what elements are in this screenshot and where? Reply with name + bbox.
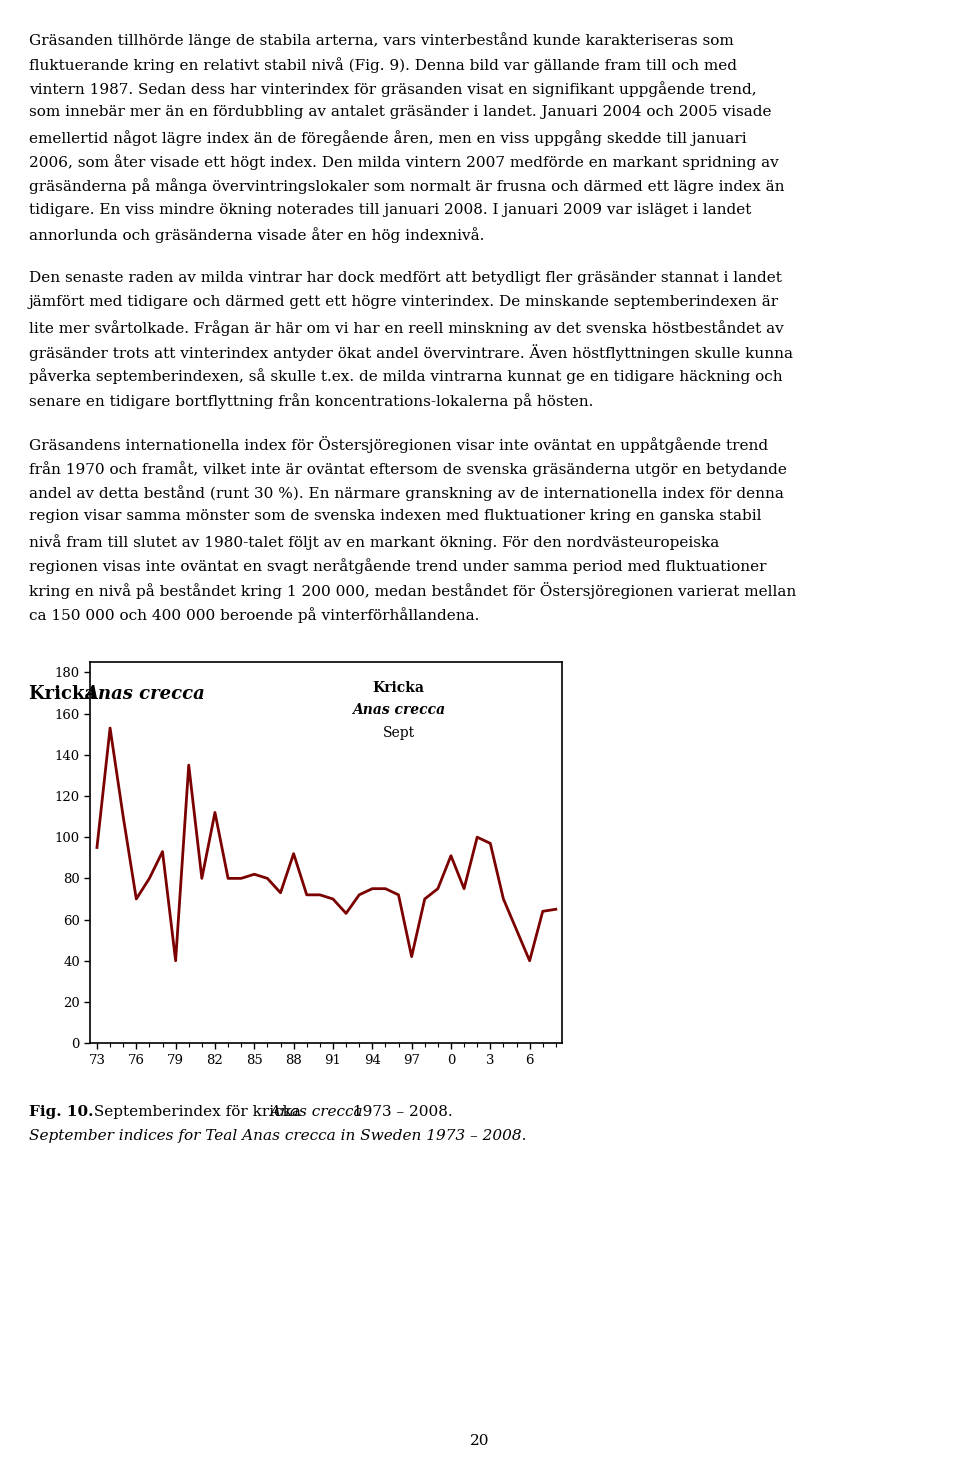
Text: senare en tidigare bortflyttning från koncentrations-lokalerna på hösten.: senare en tidigare bortflyttning från ko… [29,392,593,409]
Text: Kricka: Kricka [372,680,424,695]
Text: ca 150 000 och 400 000 beroende på vinterförhållandena.: ca 150 000 och 400 000 beroende på vinte… [29,606,479,622]
Text: kring en nivå på beståndet kring 1 200 000, medan beståndet för Östersjöregionen: kring en nivå på beståndet kring 1 200 0… [29,583,796,599]
Text: 20: 20 [470,1435,490,1448]
Text: Septemberindex för kricka: Septemberindex för kricka [89,1105,306,1120]
Text: andel av detta bestånd (runt 30 %). En närmare granskning av de internationella : andel av detta bestånd (runt 30 %). En n… [29,485,783,502]
Text: från 1970 och framåt, vilket inte är oväntat eftersom de svenska gräsänderna utg: från 1970 och framåt, vilket inte är ovä… [29,460,786,476]
Text: Gräsandens internationella index för Östersjöregionen visar inte oväntat en uppå: Gräsandens internationella index för Öst… [29,437,768,453]
Text: lite mer svårtolkade. Frågan är här om vi har en reell minskning av det svenska : lite mer svårtolkade. Frågan är här om v… [29,320,783,335]
Text: Kricka: Kricka [29,684,102,702]
Text: Anas crecca: Anas crecca [269,1105,363,1120]
Text: Anas crecca: Anas crecca [84,684,205,702]
Text: som innebär mer än en fördubbling av antalet gräsänder i landet. Januari 2004 oc: som innebär mer än en fördubbling av ant… [29,105,771,119]
Text: fluktuerande kring en relativt stabil nivå (Fig. 9). Denna bild var gällande fra: fluktuerande kring en relativt stabil ni… [29,56,737,72]
Text: Anas crecca: Anas crecca [352,704,445,717]
Text: jämfört med tidigare och därmed gett ett högre vinterindex. De minskande septemb: jämfört med tidigare och därmed gett ett… [29,295,779,310]
Text: gräsänder trots att vinterindex antyder ökat andel övervintrare. Även höstflyttn: gräsänder trots att vinterindex antyder … [29,344,793,361]
Text: September indices for Teal Anas crecca in Sweden 1973 – 2008.: September indices for Teal Anas crecca i… [29,1130,526,1143]
Text: nivå fram till slutet av 1980-talet följt av en markant ökning. För den nordväst: nivå fram till slutet av 1980-talet följ… [29,534,719,550]
Text: påverka septemberindexen, så skulle t.ex. de milda vintrarna kunnat ge en tidiga: påverka septemberindexen, så skulle t.ex… [29,369,782,384]
Text: 2006, som åter visade ett högt index. Den milda vintern 2007 medförde en markant: 2006, som åter visade ett högt index. De… [29,153,779,170]
Text: region visar samma mönster som de svenska indexen med fluktuationer kring en gan: region visar samma mönster som de svensk… [29,509,761,524]
Text: gräsänderna på många övervintringslokaler som normalt är frusna och därmed ett l: gräsänderna på många övervintringslokale… [29,178,784,195]
Text: Fig. 10.: Fig. 10. [29,1105,93,1120]
Text: emellertid något lägre index än de föregående åren, men en viss uppgång skedde t: emellertid något lägre index än de föreg… [29,130,747,146]
Text: Sept: Sept [382,726,415,740]
Text: vintern 1987. Sedan dess har vinterindex för gräsanden visat en signifikant uppg: vintern 1987. Sedan dess har vinterindex… [29,81,756,97]
Text: Gräsanden tillhörde länge de stabila arterna, vars vinterbestånd kunde karakteri: Gräsanden tillhörde länge de stabila art… [29,32,733,49]
Text: 1973 – 2008.: 1973 – 2008. [348,1105,452,1120]
Text: tidigare. En viss mindre ökning noterades till januari 2008. I januari 2009 var : tidigare. En viss mindre ökning noterade… [29,202,751,217]
Text: Den senaste raden av milda vintrar har dock medfört att betydligt fler gräsänder: Den senaste raden av milda vintrar har d… [29,271,781,285]
Text: regionen visas inte oväntat en svagt neråtgående trend under samma period med fl: regionen visas inte oväntat en svagt ner… [29,558,766,574]
Text: annorlunda och gräsänderna visade åter en hög indexnivå.: annorlunda och gräsänderna visade åter e… [29,227,484,243]
